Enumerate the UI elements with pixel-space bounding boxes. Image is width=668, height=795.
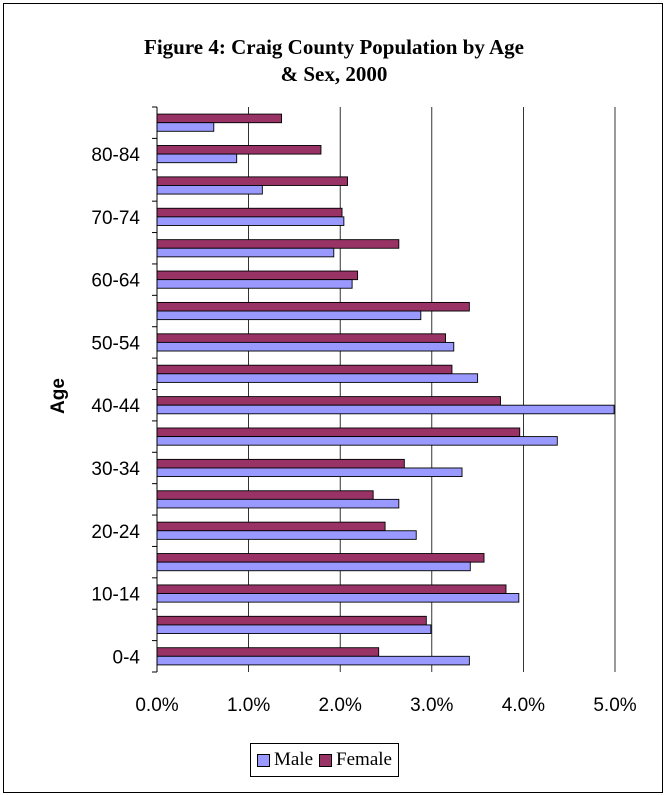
legend-label-female: Female xyxy=(336,749,392,770)
bar-female-80-84 xyxy=(156,145,322,155)
bar-male-70-74 xyxy=(156,216,345,226)
x-tick-label: 0.0% xyxy=(135,695,178,716)
bar-female-25-29 xyxy=(156,490,374,500)
bar-female-65-69 xyxy=(156,239,400,249)
bar-male-30-34 xyxy=(156,467,463,478)
bar-female-0-4 xyxy=(156,647,380,657)
bars xyxy=(156,113,615,666)
bar-female-40-44 xyxy=(156,396,501,406)
x-tick-labels: 0.0% 1.0% 2.0% 3.0% 4.0% 5.0% xyxy=(135,695,636,716)
y-tick-label: 10-14 xyxy=(91,585,140,606)
bar-male-20-24 xyxy=(156,530,417,540)
y-tick-label: 0-4 xyxy=(113,647,141,668)
bar-female-85+ xyxy=(156,113,283,124)
legend-item-female: Female xyxy=(319,749,392,771)
axes xyxy=(152,106,158,673)
bar-female-50-54 xyxy=(156,333,446,343)
chart-title-line-2: & Sex, 2000 xyxy=(280,62,388,86)
y-tick-label: 30-34 xyxy=(91,459,140,480)
bar-female-5-9 xyxy=(156,615,427,626)
x-tick-label: 5.0% xyxy=(593,695,636,716)
x-tick-label: 3.0% xyxy=(410,695,453,716)
bar-male-0-4 xyxy=(156,655,470,666)
bar-male-80-84 xyxy=(156,153,238,164)
bar-female-35-39 xyxy=(156,427,521,438)
bar-female-20-24 xyxy=(156,521,386,532)
y-tick-label: 50-54 xyxy=(91,333,140,354)
bar-male-10-14 xyxy=(156,593,520,603)
x-tick-label: 4.0% xyxy=(502,695,545,716)
legend-item-male: Male xyxy=(257,749,313,771)
bar-male-85+ xyxy=(156,122,215,132)
y-tick-label: 70-74 xyxy=(91,208,140,229)
legend-label-male: Male xyxy=(274,749,314,770)
y-tick-label: 40-44 xyxy=(91,396,140,417)
legend-swatch-male xyxy=(257,753,270,767)
gridlines xyxy=(248,107,616,672)
bar-male-50-54 xyxy=(156,341,455,352)
bar-male-45-49 xyxy=(156,373,479,383)
y-tick-labels: 0-4 10-14 20-24 30-34 40-44 50-54 60-64 70-74 80… xyxy=(91,145,140,668)
bar-male-60-64 xyxy=(156,279,353,289)
bar-male-5-9 xyxy=(156,624,432,634)
y-tick-label: 20-24 xyxy=(91,522,140,543)
bar-male-55-59 xyxy=(156,310,422,321)
bar-male-65-69 xyxy=(156,247,335,258)
bar-male-75-79 xyxy=(156,185,263,195)
bar-male-15-19 xyxy=(156,561,471,572)
bar-female-15-19 xyxy=(156,553,485,563)
y-tick-label: 60-64 xyxy=(91,271,140,292)
bar-male-35-39 xyxy=(156,436,558,446)
chart-title-line-1: Figure 4: Craig County Population by Age xyxy=(144,35,524,59)
y-tick-label: 80-84 xyxy=(91,145,140,166)
bar-female-30-34 xyxy=(156,458,405,469)
bar-male-40-44 xyxy=(156,404,615,415)
bar-female-60-64 xyxy=(156,270,359,281)
x-tick-label: 1.0% xyxy=(227,695,270,716)
bar-female-75-79 xyxy=(156,176,348,186)
bar-female-10-14 xyxy=(156,584,507,594)
bar-female-55-59 xyxy=(156,301,470,312)
bar-female-45-49 xyxy=(156,364,453,375)
bar-male-25-29 xyxy=(156,498,400,509)
legend: Male Female xyxy=(250,743,399,777)
y-axis-label: Age xyxy=(48,378,69,414)
bar-female-70-74 xyxy=(156,207,343,218)
legend-swatch-female xyxy=(319,753,333,767)
x-tick-label: 2.0% xyxy=(319,695,362,716)
chart-title: Figure 4: Craig County Population by Age… xyxy=(40,34,628,88)
